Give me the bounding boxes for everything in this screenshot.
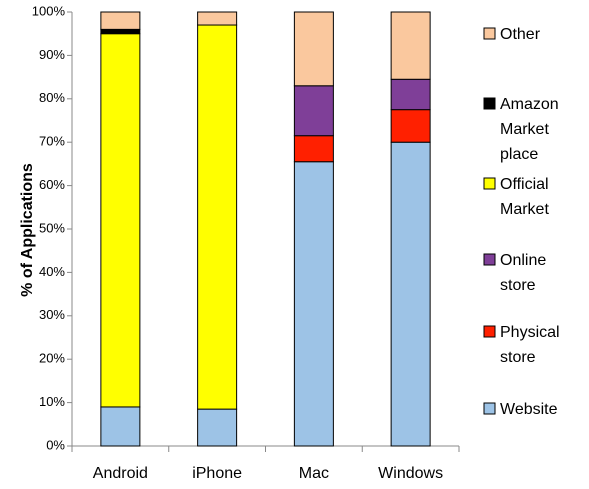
x-tick-label: Windows xyxy=(378,465,443,482)
legend-swatch xyxy=(483,27,496,40)
y-tick-label: 0% xyxy=(46,437,65,452)
bar-segment xyxy=(197,408,238,447)
x-tick-label: Android xyxy=(93,465,148,482)
y-tick-label: 10% xyxy=(39,394,65,409)
legend-swatch xyxy=(483,325,496,338)
legend-label: Amazon Market place xyxy=(500,96,559,163)
bar-segment xyxy=(390,11,431,80)
y-tick-label: 40% xyxy=(39,264,65,279)
y-tick-label: 80% xyxy=(39,90,65,105)
y-tick-label: 90% xyxy=(39,47,65,62)
legend-swatch xyxy=(483,177,496,190)
legend-label: Website xyxy=(500,401,558,418)
y-tick-label: 50% xyxy=(39,220,65,235)
bar-segment xyxy=(100,11,141,30)
bar-segment xyxy=(100,406,141,447)
legend-label: Online store xyxy=(500,252,547,294)
bar-segment xyxy=(197,11,238,26)
y-tick-label: 30% xyxy=(39,307,65,322)
legend-swatch xyxy=(483,97,496,110)
x-tick-label: iPhone xyxy=(192,465,242,482)
legend-swatch xyxy=(483,402,496,415)
y-tick-label: 60% xyxy=(39,177,65,192)
bar-segment xyxy=(293,85,334,137)
y-tick-label: 100% xyxy=(32,3,66,18)
legend-label: Official Market xyxy=(500,176,549,218)
y-axis-title: % of Applications xyxy=(19,163,36,297)
bar-segment xyxy=(293,161,334,447)
y-tick-label: 70% xyxy=(39,134,65,149)
legend-label: Physical store xyxy=(500,324,560,366)
bar-segment xyxy=(390,141,431,447)
bar-segment xyxy=(390,78,431,111)
bar-segment xyxy=(293,135,334,163)
bar-segment xyxy=(390,109,431,143)
legend-swatch xyxy=(483,253,496,266)
bar-segment xyxy=(100,28,141,35)
x-tick-label: Mac xyxy=(299,465,329,482)
bar-segment xyxy=(293,11,334,87)
bar-segment xyxy=(197,24,238,410)
bar-segment xyxy=(100,33,141,408)
legend-label: Other xyxy=(500,26,541,43)
y-tick-label: 20% xyxy=(39,351,65,366)
